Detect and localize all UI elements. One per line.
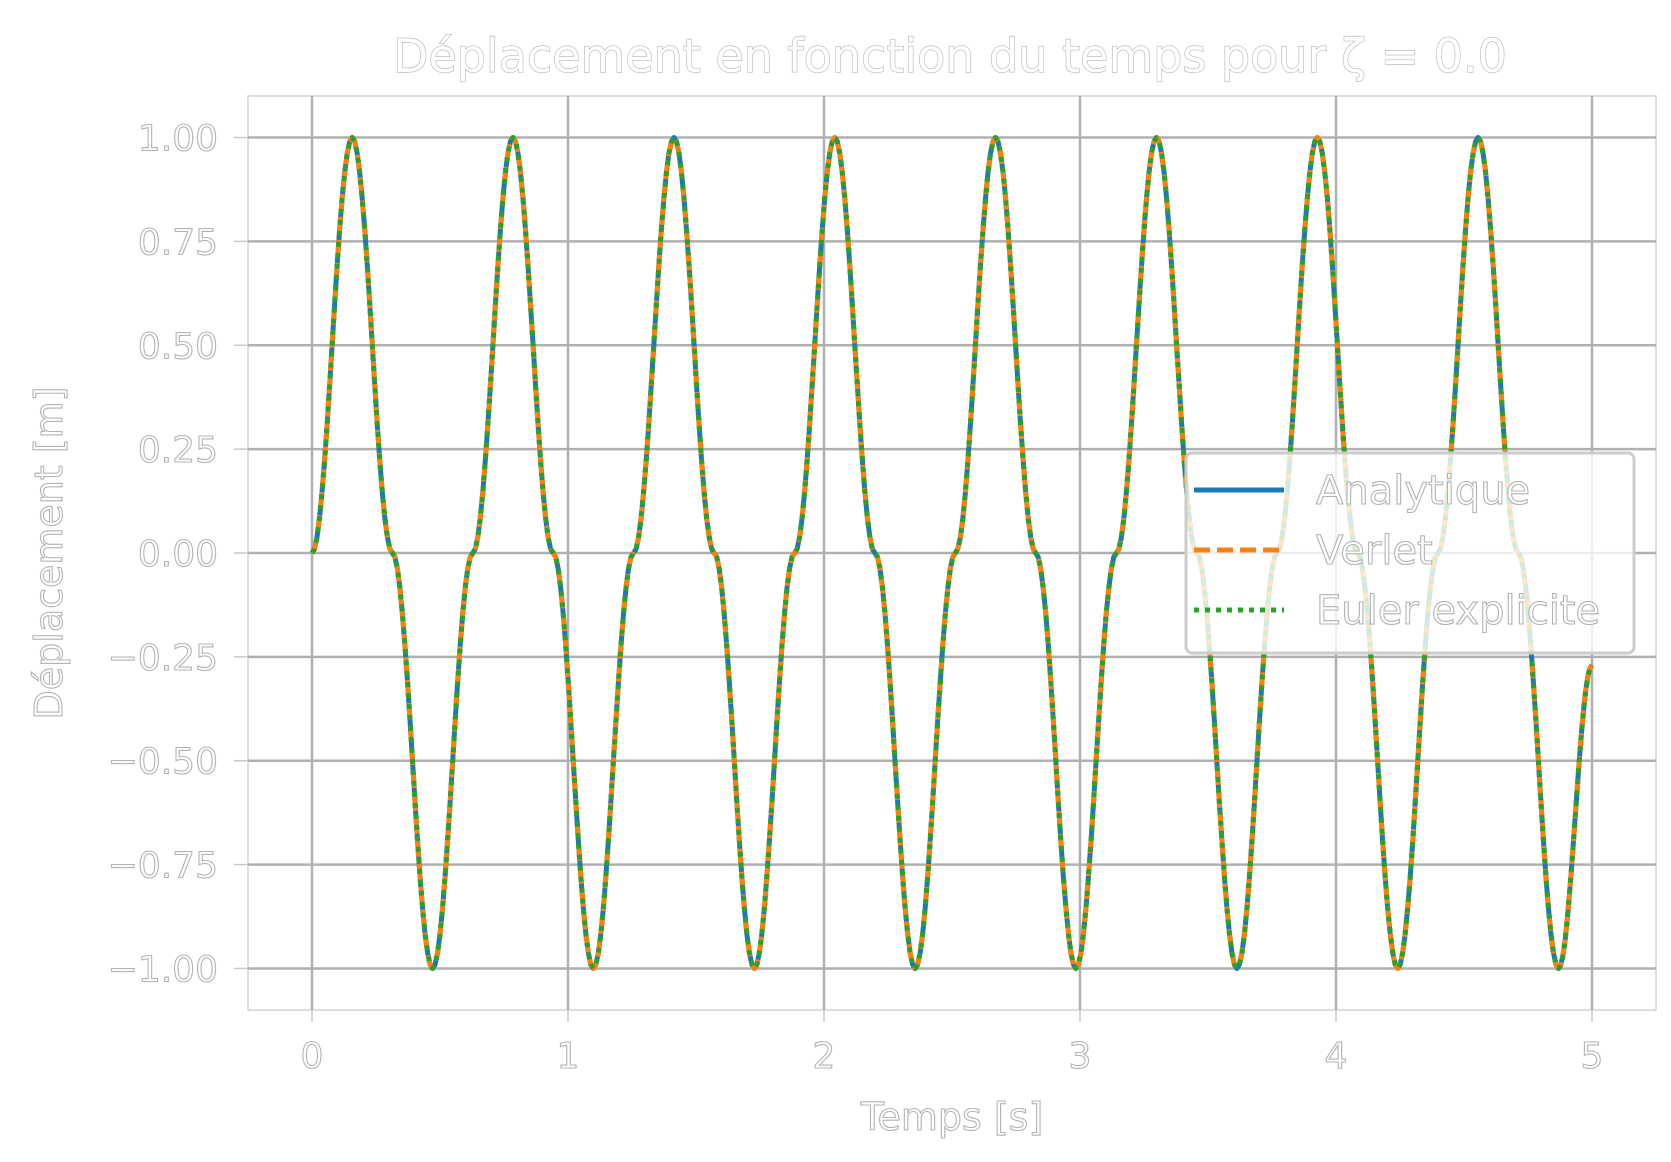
y-tick-label: 0.50 xyxy=(138,326,218,367)
legend-label: Verlet xyxy=(1316,528,1433,574)
series-layer xyxy=(309,135,1595,971)
y-axis-ticks: 1.00 0.75 0.50 0.25 0.00 −0.25 −0.50 −0.75 −1.00 xyxy=(107,118,248,991)
x-tick-label: 5 xyxy=(1581,1036,1604,1077)
y-tick-label: −1.00 xyxy=(108,949,218,990)
x-tick-label: 0 xyxy=(301,1036,324,1077)
y-tick-label: −0.25 xyxy=(108,638,218,679)
y-tick-label: 1.00 xyxy=(138,119,218,160)
legend-label: Analytique xyxy=(1316,468,1530,514)
series-line-euler-explicite xyxy=(309,135,1595,971)
x-tick-label: 3 xyxy=(1069,1036,1092,1077)
y-tick-label: 0.25 xyxy=(138,430,218,471)
y-axis-label: Déplacement [m] xyxy=(27,386,71,719)
x-tick-label: 4 xyxy=(1325,1036,1348,1077)
y-tick-label: −0.50 xyxy=(108,742,218,783)
x-tick-label: 1 xyxy=(557,1036,580,1077)
x-axis-ticks: 0 1 2 3 4 5 xyxy=(300,1010,1604,1078)
y-tick-label: 0.75 xyxy=(138,222,218,263)
y-tick-label: 0.00 xyxy=(138,534,218,575)
legend-frame xyxy=(1184,451,1636,655)
y-tick-label: −0.75 xyxy=(108,846,218,887)
grid xyxy=(248,96,1656,1010)
legend-items: Analytique Verlet Euler explicite xyxy=(1194,467,1601,635)
x-axis-label: Temps [s] xyxy=(860,1095,1044,1139)
legend: Analytique Verlet Euler explicite xyxy=(1184,451,1636,655)
x-tick-label: 2 xyxy=(813,1036,836,1077)
chart-title: Déplacement en fonction du temps pour ζ … xyxy=(393,29,1507,83)
legend-label: Euler explicite xyxy=(1316,588,1600,634)
